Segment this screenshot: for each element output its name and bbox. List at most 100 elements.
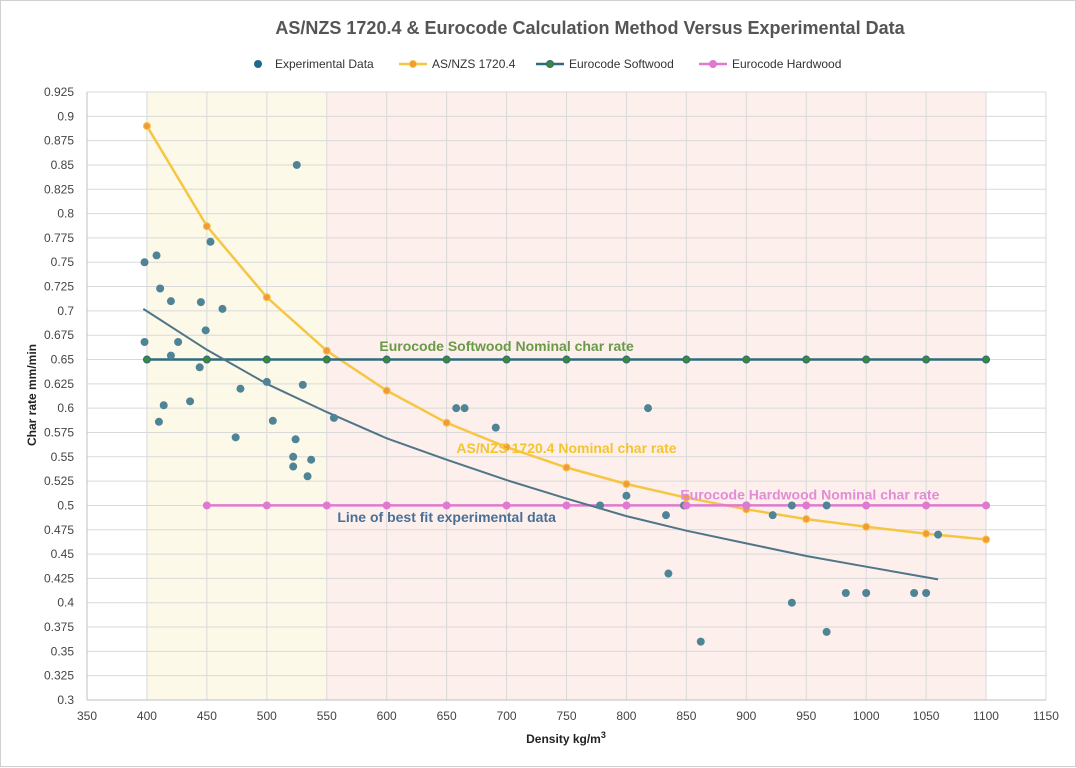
- y-tick-label: 0.375: [44, 620, 74, 634]
- y-tick-label: 0.525: [44, 474, 74, 488]
- experimental-data-point: [696, 637, 705, 646]
- trendline: [142, 308, 939, 581]
- y-tick-label: 0.425: [44, 571, 74, 585]
- as-nzs-1720-4-point: [322, 346, 331, 355]
- y-tick-label: 0.725: [44, 280, 74, 294]
- y-tick-label: 0.55: [51, 450, 75, 464]
- eurocode-hardwood-point: [682, 501, 691, 510]
- legend-eurocode-hardwood-swatch-marker: [709, 60, 717, 68]
- annotation-label: AS/NZS 1720.4 Nominal char rate: [456, 440, 676, 456]
- background-bands: [146, 92, 987, 700]
- x-tick-label: 1000: [853, 709, 880, 723]
- eurocode-hardwood-point: [442, 501, 451, 510]
- eurocode-hardwood-point: [322, 501, 331, 510]
- x-tick-label: 850: [676, 709, 696, 723]
- y-tick-label: 0.35: [51, 644, 75, 658]
- experimental-data-point: [140, 338, 149, 347]
- eurocode-softwood-point: [622, 355, 631, 364]
- y-tick-label: 0.6: [57, 401, 74, 415]
- experimental-data-point: [206, 237, 215, 246]
- eurocode-hardwood-point: [622, 501, 631, 510]
- y-tick-label: 0.9: [57, 109, 74, 123]
- y-tick-label: 0.675: [44, 328, 74, 342]
- eurocode-softwood-point: [862, 355, 871, 364]
- experimental-data-point: [298, 380, 307, 389]
- as-nzs-1720-4-point: [142, 122, 151, 131]
- experimental-data-point: [289, 462, 298, 471]
- legend-as-nzs-1720-4-label: AS/NZS 1720.4: [432, 57, 516, 71]
- y-tick-label: 0.825: [44, 182, 74, 196]
- eurocode-softwood-point: [442, 355, 451, 364]
- experimental-data-point: [154, 417, 163, 426]
- eurocode-softwood-point: [142, 355, 151, 364]
- x-tick-label: 900: [736, 709, 756, 723]
- x-tick-label: 950: [796, 709, 816, 723]
- experimental-data-point: [186, 397, 195, 406]
- y-tick-label: 0.325: [44, 669, 74, 683]
- experimental-data-point: [291, 435, 300, 444]
- eurocode-softwood-point: [922, 355, 931, 364]
- experimental-data-point: [596, 501, 605, 510]
- y-tick-label: 0.45: [51, 547, 75, 561]
- x-tick-label: 400: [137, 709, 157, 723]
- experimental-data-point: [231, 433, 240, 442]
- experimental-data-point: [303, 472, 312, 481]
- experimental-data-point: [152, 251, 161, 260]
- experimental-data-point: [768, 511, 777, 520]
- legend: Experimental Data AS/NZS 1720.4 Eurocode S…: [254, 57, 841, 71]
- background-band: [146, 92, 327, 700]
- annotation-label: Eurocode Hardwood Nominal char rate: [680, 487, 939, 503]
- legend-eurocode-softwood-swatch-marker: [546, 60, 554, 68]
- experimental-data-point: [787, 598, 796, 607]
- eurocode-softwood-point: [202, 355, 211, 364]
- y-tick-label: 0.575: [44, 425, 74, 439]
- as-nzs-1720-4-point: [682, 493, 691, 502]
- eurocode-hardwood-point: [922, 501, 931, 510]
- y-tick-label: 0.7: [57, 304, 74, 318]
- eurocode-softwood-point: [262, 355, 271, 364]
- experimental-data-point: [329, 413, 338, 422]
- x-tick-label: 600: [377, 709, 397, 723]
- eurocode-hardwood-point: [202, 501, 211, 510]
- eurocode-softwood-point: [382, 355, 391, 364]
- as-nzs-1720-4-point: [262, 293, 271, 302]
- annotation-label: Eurocode Softwood Nominal char rate: [379, 338, 634, 354]
- experimental-data-point: [236, 384, 245, 393]
- y-tick-label: 0.3: [57, 693, 74, 707]
- x-tick-label: 500: [257, 709, 277, 723]
- as-nzs-1720-4-point: [802, 515, 811, 524]
- experimental-data-point: [644, 404, 653, 413]
- eurocode-hardwood-point: [262, 501, 271, 510]
- experimental-data-point: [910, 588, 919, 597]
- experimental-data-point: [664, 569, 673, 578]
- experimental-data-point: [156, 284, 165, 293]
- x-tick-label: 1100: [973, 709, 999, 723]
- as-nzs-1720-4-point: [382, 386, 391, 395]
- y-tick-label: 0.85: [51, 158, 75, 172]
- experimental-data-point: [218, 304, 227, 313]
- experimental-data-point: [159, 401, 168, 410]
- experimental-data-point: [787, 501, 796, 510]
- x-tick-label: 700: [497, 709, 517, 723]
- y-tick-label: 0.875: [44, 134, 74, 148]
- x-tick-label: 750: [556, 709, 576, 723]
- y-tick-label: 0.8: [57, 207, 74, 221]
- experimental-data-point: [201, 326, 210, 335]
- experimental-data-point: [166, 297, 175, 306]
- eurocode-hardwood-point: [562, 501, 571, 510]
- y-tick-labels: 0.3 0.325 0.35 0.375 0.4 0.425 0.45 0.475 0.5 0.5…: [44, 85, 74, 707]
- x-axis-title-superscript: 3: [601, 730, 606, 740]
- experimental-data-point: [268, 416, 277, 425]
- y-tick-label: 0.625: [44, 377, 74, 391]
- legend-experimental-data-label: Experimental Data: [275, 57, 374, 71]
- x-tick-label: 800: [616, 709, 636, 723]
- as-nzs-1720-4-point: [982, 535, 991, 544]
- experimental-data-point: [622, 491, 631, 500]
- experimental-data-point: [174, 338, 183, 347]
- as-nzs-1720-4-point: [502, 443, 511, 452]
- legend-eurocode-hardwood-label: Eurocode Hardwood: [732, 57, 841, 71]
- eurocode-softwood-point: [562, 355, 571, 364]
- eurocode-hardwood-point: [502, 501, 511, 510]
- y-axis-title: Char rate mm/min: [25, 344, 39, 446]
